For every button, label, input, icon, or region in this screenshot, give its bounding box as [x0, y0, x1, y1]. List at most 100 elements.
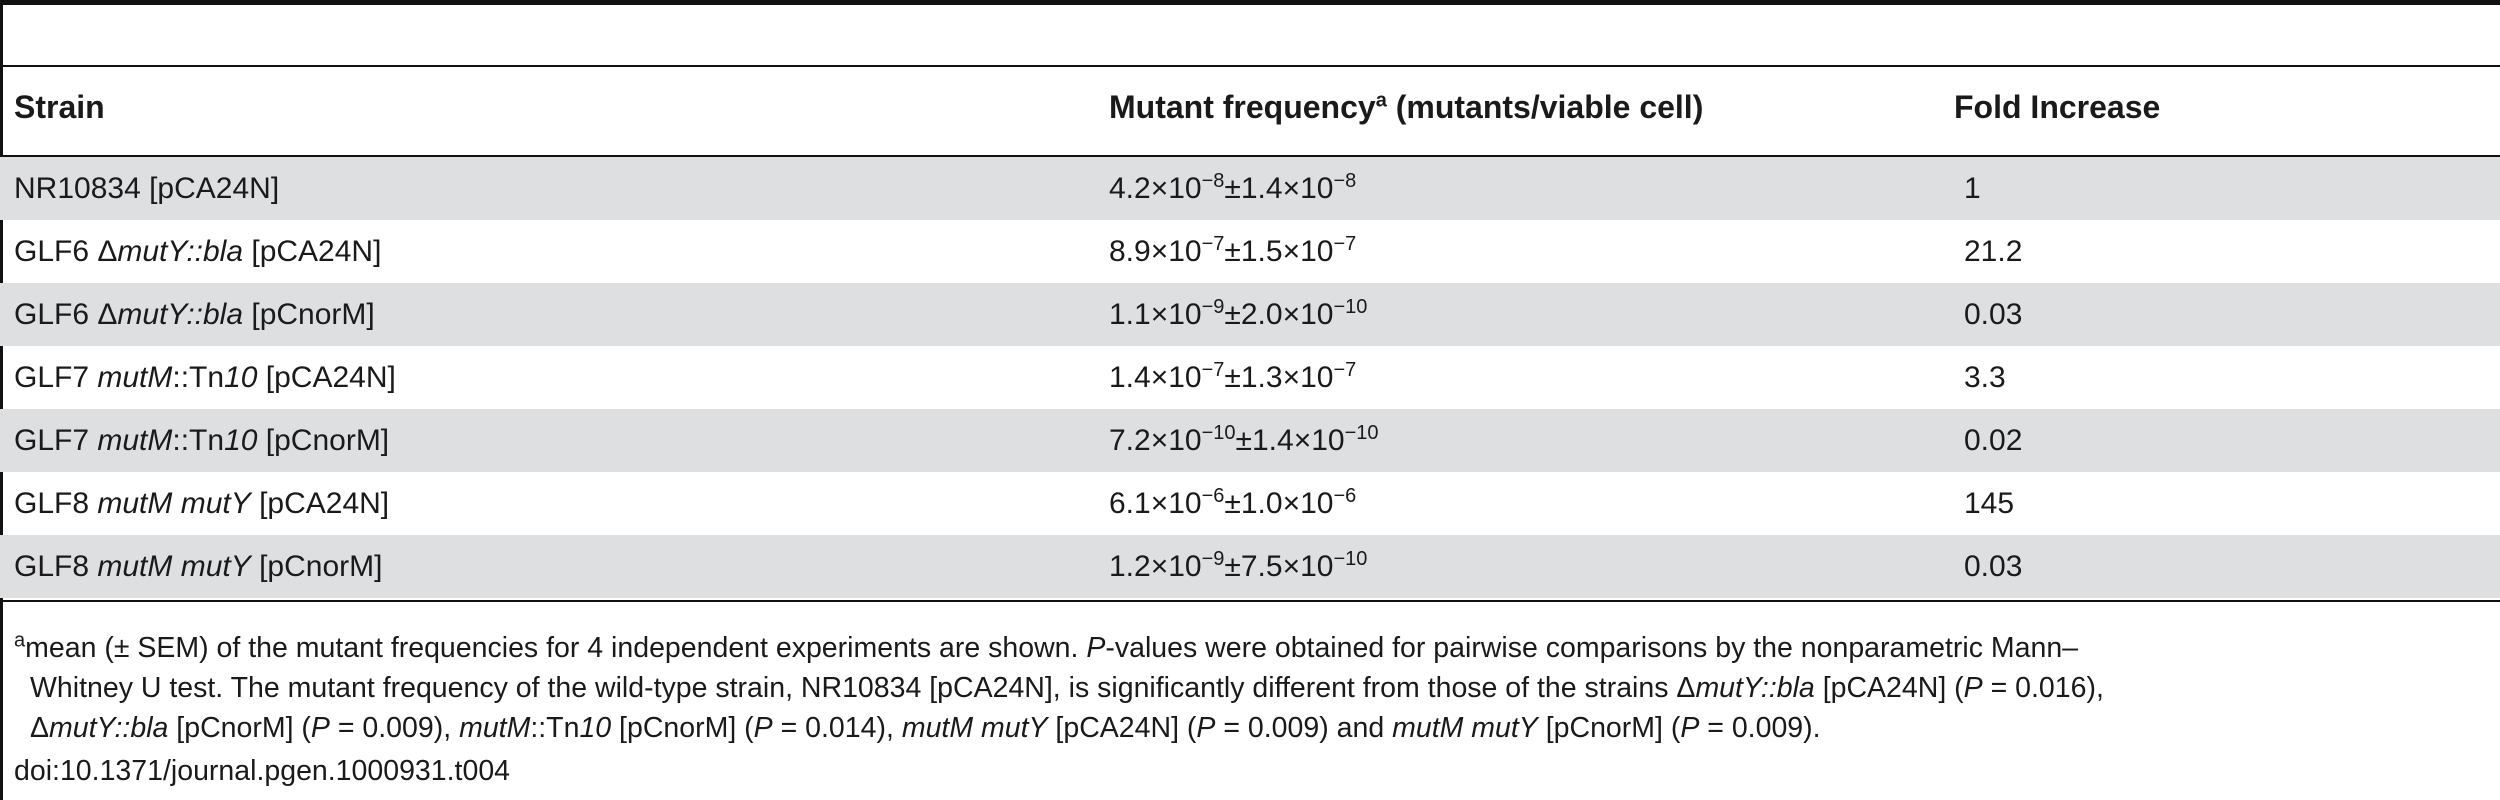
table-header: Strain Mutant frequencya (mutants/viable… [0, 67, 2500, 155]
strain-text: GLF7 [14, 423, 98, 457]
table-footnote: amean (± SEM) of the mutant frequencies … [14, 628, 2484, 748]
sem-exponent: −10 [1344, 421, 1379, 444]
table-row: GLF6 ΔmutY::bla [pCnorM] 1.1×10−9±2.0×10−… [0, 283, 2500, 346]
footnote-text: ::Tn [530, 712, 580, 744]
mutant-frequency-cell: 1.1×10−9±2.0×10−10 [1109, 283, 1964, 346]
strain-text: GLF8 [14, 486, 98, 520]
footnote-text: [pCA24N] ( [1047, 712, 1197, 744]
mutant-frequency-cell: 1.4×10−7±1.3×10−7 [1109, 346, 1964, 409]
header-mutant-frequency-label: Mutant frequency [1109, 89, 1376, 125]
strain-gene: mutY::bla [117, 234, 244, 268]
frequency-mantissa: 6.1×10 [1109, 486, 1202, 520]
plus-minus: ± [1224, 360, 1241, 394]
strain-text: ::Tn [172, 423, 225, 457]
frequency-exponent: −10 [1201, 421, 1236, 444]
strain-plasmid: [pCA24N] [257, 360, 396, 394]
frequency-mantissa: 1.2×10 [1109, 549, 1202, 583]
strain-plasmid: [pCnorM] [257, 423, 390, 457]
footnote-text: P [1196, 712, 1216, 744]
footnote-text: mutY::bla [1695, 672, 1815, 704]
strain-gene: mutM mutY [97, 486, 251, 520]
fold-increase-cell: 0.02 [1964, 409, 2500, 472]
strain-cell: NR10834 [pCA24N] [0, 157, 1109, 220]
footnote-text: = 0.009). [1699, 712, 1821, 744]
frequency-exponent: −7 [1201, 358, 1225, 381]
footnote-text: P [1963, 672, 1983, 704]
table-top-rule [0, 65, 2500, 67]
strain-plasmid: [pCnorM] [243, 297, 375, 331]
strain-gene: mutM mutY [97, 549, 251, 583]
footnote-text: [pCA24N] ( [1814, 672, 1964, 704]
table-row: GLF8 mutM mutY [pCnorM] 1.2×10−9±7.5×10−1… [0, 535, 2500, 598]
left-border [0, 0, 3, 800]
strain-text: GLF6 Δ [14, 234, 118, 268]
footnote-text: = 0.014), [772, 712, 902, 744]
table-row: NR10834 [pCA24N] 4.2×10−8±1.4×10−8 1 [0, 157, 2500, 220]
footnote-line-2: Whitney U test. The mutant frequency of … [14, 668, 2484, 708]
strain-cell: GLF8 mutM mutY [pCnorM] [0, 535, 1109, 598]
mutant-frequency-cell: 1.2×10−9±7.5×10−10 [1109, 535, 1964, 598]
strain-cell: GLF7 mutM::Tn10 [pCA24N] [0, 346, 1109, 409]
sem-exponent: −8 [1333, 169, 1357, 192]
table-row: GLF8 mutM mutY [pCA24N] 6.1×10−6±1.0×10−6… [0, 472, 2500, 535]
footnote-line-3: ΔmutY::bla [pCnorM] (P = 0.009), mutM::T… [14, 708, 2484, 748]
header-mutant-frequency-unit: (mutants/viable cell) [1386, 89, 1704, 125]
plus-minus: ± [1224, 297, 1241, 331]
sem-exponent: −10 [1333, 547, 1368, 570]
header-fold-increase: Fold Increase [1954, 89, 2161, 125]
footnote-text: = 0.009) and [1215, 712, 1393, 744]
sem-mantissa: 2.0×10 [1240, 297, 1334, 331]
sem-exponent: −10 [1333, 295, 1368, 318]
mutant-frequency-cell: 8.9×10−7±1.5×10−7 [1109, 220, 1964, 283]
fold-increase-cell: 0.03 [1964, 535, 2500, 598]
frequency-exponent: −7 [1201, 232, 1225, 255]
footnote-text: mutM [459, 712, 531, 744]
strain-gene: 10 [224, 423, 258, 457]
doi-label: doi:10.1371/journal.pgen.1000931.t004 [14, 755, 511, 787]
plus-minus: ± [1224, 171, 1241, 205]
header-bottom-rule [0, 155, 2500, 157]
strain-text: GLF8 [14, 549, 98, 583]
footnote-text: = 0.009), [329, 712, 460, 744]
frequency-mantissa: 4.2×10 [1109, 171, 1202, 205]
frequency-mantissa: 1.4×10 [1109, 360, 1202, 394]
frequency-exponent: −6 [1201, 484, 1225, 507]
footnote-text: P [1086, 632, 1106, 664]
sem-exponent: −6 [1333, 484, 1357, 507]
sem-mantissa: 1.4×10 [1252, 423, 1345, 457]
table-bottom-rule [0, 600, 2500, 602]
footnote-text: [pCnorM] ( [168, 712, 311, 744]
table-row: GLF7 mutM::Tn10 [pCA24N] 1.4×10−7±1.3×10−… [0, 346, 2500, 409]
plus-minus: ± [1235, 423, 1252, 457]
fold-increase-cell: 145 [1964, 486, 2015, 520]
footnote-marker: a [14, 629, 26, 652]
sem-mantissa: 1.4×10 [1240, 171, 1334, 205]
footnote-text: [pCnorM] ( [611, 712, 754, 744]
mutant-frequency-cell: 4.2×10−8±1.4×10−8 [1109, 157, 1964, 220]
frequency-mantissa: 1.1×10 [1109, 297, 1202, 331]
frequency-mantissa: 8.9×10 [1109, 234, 1202, 268]
mutant-frequency-cell: 7.2×10−10±1.4×10−10 [1109, 409, 1964, 472]
fold-increase-cell: 1 [1964, 157, 2500, 220]
footnote-text: mutM mutY [1392, 712, 1538, 744]
plus-minus: ± [1224, 486, 1241, 520]
plus-minus: ± [1224, 549, 1241, 583]
strain-gene: mutY::bla [117, 297, 244, 331]
strain-gene: mutM [97, 360, 173, 394]
strain-text: GLF7 [14, 360, 98, 394]
strain-cell: GLF8 mutM mutY [pCA24N] [0, 472, 1109, 535]
sem-exponent: −7 [1333, 232, 1357, 255]
fold-increase-cell: 3.3 [1964, 360, 2006, 394]
footnote-text: P [1680, 712, 1700, 744]
fold-increase-cell: 0.03 [1964, 283, 2500, 346]
header-strain: Strain [14, 89, 105, 125]
strain-plasmid: [pCA24N] [243, 234, 382, 268]
strain-cell: GLF6 ΔmutY::bla [pCA24N] [0, 220, 1109, 283]
footnote-text: -values were obtained for pairwise compa… [1105, 632, 2079, 664]
strain-text: NR10834 [pCA24N] [14, 171, 280, 205]
strain-cell: GLF7 mutM::Tn10 [pCnorM] [0, 409, 1109, 472]
header-footnote-marker: a [1375, 89, 1387, 112]
footnote-text: P [310, 712, 330, 744]
strain-text: ::Tn [172, 360, 225, 394]
table-row: GLF7 mutM::Tn10 [pCnorM] 7.2×10−10±1.4×10… [0, 409, 2500, 472]
